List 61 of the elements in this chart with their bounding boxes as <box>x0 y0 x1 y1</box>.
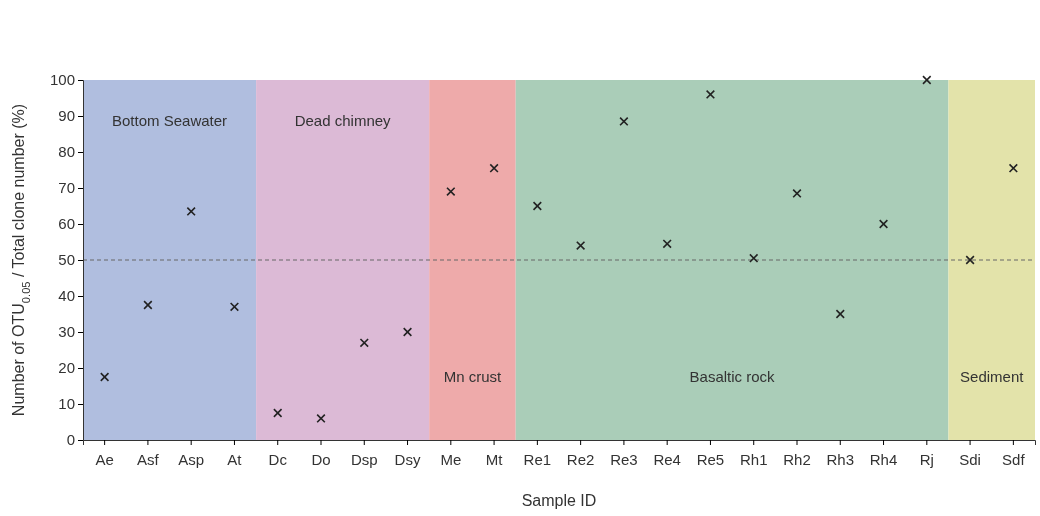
x-tick-label: Sdf <box>1002 450 1026 468</box>
y-tick-label: 100 <box>49 71 75 89</box>
point <box>532 201 542 211</box>
point <box>186 206 196 217</box>
point <box>359 338 369 348</box>
band-label: Basaltic rock <box>689 368 776 385</box>
x-axis-title: Sample ID <box>521 492 597 509</box>
point <box>273 408 283 418</box>
x-tick-label: Asp <box>178 450 205 468</box>
x-tick-label: Rh2 <box>783 450 811 468</box>
band-label: Bottom Seawater <box>112 112 228 129</box>
y-tick-label: 0 <box>66 431 75 449</box>
point <box>749 253 759 263</box>
x-tick-label: Rj <box>919 450 934 468</box>
y-tick-label: 30 <box>58 323 75 341</box>
y-tick-label: 80 <box>58 143 75 161</box>
point <box>835 309 845 319</box>
point <box>402 327 413 337</box>
point <box>1008 163 1018 173</box>
x-tick-label: Dsp <box>350 450 378 468</box>
band-label: Dead chimney <box>294 112 392 129</box>
band-label: Mn crust <box>443 368 503 385</box>
point <box>446 186 456 197</box>
point <box>489 163 499 173</box>
x-tick-label: Mt <box>485 450 504 468</box>
x-tick-label: Asf <box>137 450 160 468</box>
x-tick-label: Re1 <box>523 450 552 468</box>
point <box>965 255 975 265</box>
y-tick-label: 60 <box>58 215 75 233</box>
x-tick-label: Dsy <box>394 450 421 468</box>
point <box>662 239 672 249</box>
x-tick-label: Me <box>440 450 462 468</box>
y-tick-label: 40 <box>58 287 75 305</box>
point <box>229 302 240 312</box>
x-tick-label: Rh1 <box>739 450 768 468</box>
y-tick-label: 50 <box>58 251 75 269</box>
y-tick-label: 90 <box>58 107 75 125</box>
x-tick-label: Re3 <box>610 450 638 468</box>
point <box>100 372 110 382</box>
band-label: Sediment <box>960 368 1025 385</box>
point <box>922 75 932 85</box>
point <box>619 116 629 127</box>
point <box>316 413 326 424</box>
x-tick-label: Rh3 <box>826 450 855 468</box>
y-tick-label: 10 <box>58 395 75 413</box>
y-tick-label: 20 <box>58 359 75 377</box>
x-tick-label: Re2 <box>566 450 595 468</box>
point <box>792 188 802 199</box>
x-tick-label: Sdi <box>959 450 981 468</box>
x-tick-label: Rh4 <box>869 450 898 468</box>
x-tick-label: Re5 <box>696 450 725 468</box>
x-tick-label: Ae <box>95 450 114 468</box>
x-tick-label: At <box>227 450 243 468</box>
point <box>878 219 889 229</box>
y-tick-label: 70 <box>58 179 75 197</box>
x-tick-label: Dc <box>268 450 288 468</box>
point <box>576 240 586 251</box>
x-tick-label: Re4 <box>653 450 681 468</box>
x-tick-label: Do <box>311 450 331 468</box>
point <box>705 89 716 100</box>
point <box>143 300 153 310</box>
